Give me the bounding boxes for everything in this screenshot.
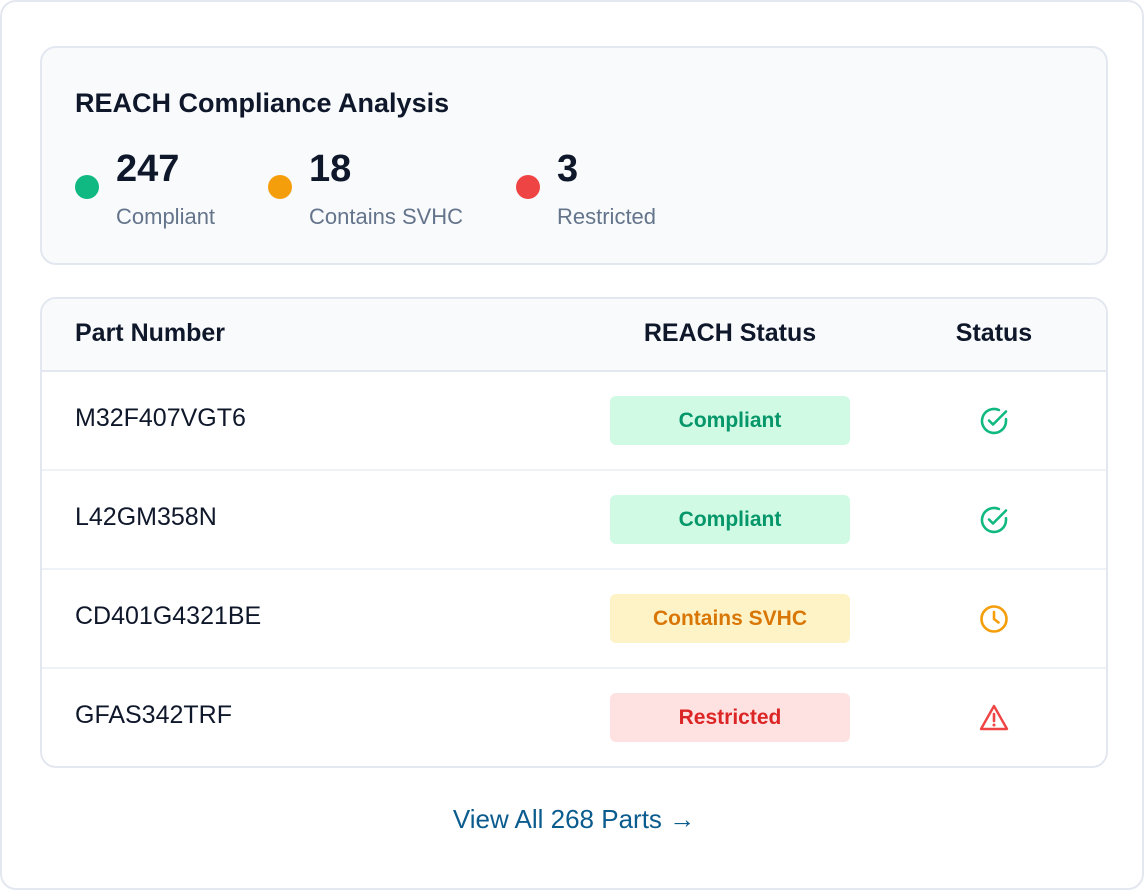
column-header-status: Status	[955, 319, 1033, 347]
column-header-part-number: Part Number	[75, 319, 226, 347]
check-circle-icon	[980, 506, 1008, 534]
table-row[interactable]: GFAS342TRF Restricted	[42, 669, 1106, 766]
table-row[interactable]: L42GM358N Compliant	[42, 471, 1106, 570]
stat-compliant-label: Compliant	[116, 204, 216, 229]
view-all-parts-link[interactable]: View All 268 Parts →	[452, 804, 696, 834]
column-header-reach-status: REACH Status	[643, 319, 817, 347]
restricted-dot-icon	[516, 175, 540, 199]
check-circle-icon	[980, 407, 1008, 435]
reach-status-badge: Compliant	[610, 396, 850, 445]
reach-status-badge: Compliant	[610, 495, 850, 544]
table-row[interactable]: CD401G4321BE Contains SVHC	[42, 570, 1106, 669]
part-number: L42GM358N	[75, 503, 217, 531]
reach-status-badge: Contains SVHC	[610, 594, 850, 643]
reach-status-badge: Restricted	[610, 693, 850, 742]
part-number: M32F407VGT6	[75, 404, 246, 432]
stat-restricted-value: 3	[557, 148, 579, 190]
clock-icon	[980, 605, 1008, 633]
stat-restricted-label: Restricted	[557, 204, 657, 229]
warning-triangle-icon	[979, 704, 1009, 731]
stat-svhc-value: 18	[309, 148, 352, 190]
parts-table: Part Number REACH Status Status M32F407V…	[40, 297, 1108, 768]
summary-panel: REACH Compliance Analysis 247 Compliant …	[40, 46, 1108, 265]
table-row[interactable]: M32F407VGT6 Compliant	[42, 372, 1106, 471]
stat-compliant-value: 247	[116, 148, 180, 190]
compliant-dot-icon	[75, 175, 99, 199]
part-number: CD401G4321BE	[75, 602, 262, 630]
svhc-dot-icon	[268, 175, 292, 199]
table-header: Part Number REACH Status Status	[42, 299, 1106, 372]
stat-svhc-label: Contains SVHC	[309, 204, 464, 229]
summary-title: REACH Compliance Analysis	[75, 88, 450, 118]
part-number: GFAS342TRF	[75, 701, 232, 729]
